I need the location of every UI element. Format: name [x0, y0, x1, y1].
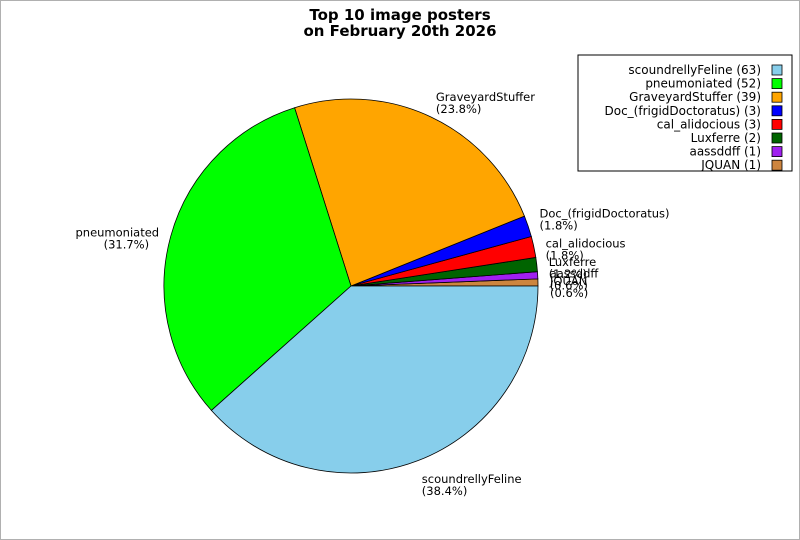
slice-label-graveyardstuffer: GraveyardStuffer	[436, 90, 535, 104]
legend-swatch-aassddff	[771, 146, 783, 158]
slice-percent-scoundrellyfeline: (38.4%)	[422, 484, 468, 498]
slice-percent-jquan: (0.6%)	[550, 286, 588, 300]
slice-percent-doc-frigiddoctoratus: (1.8%)	[540, 218, 578, 232]
pie-slice-scoundrellyfeline	[210, 285, 539, 474]
slice-label-jquan: JQUAN	[549, 274, 587, 288]
legend: scoundrellyFeline (63)pneumoniated (52)G…	[577, 54, 793, 172]
slice-percent-pneumoniated: (31.7%)	[104, 237, 150, 251]
slice-label-cal-alidocious: cal_alidocious	[546, 236, 626, 250]
legend-swatch-cal-alidocious	[771, 119, 783, 130]
slice-percent-luxferre: (1.2%)	[549, 267, 587, 281]
chart-title-line-1: Top 10 image posters	[309, 6, 490, 24]
pie-slice-graveyardstuffer	[294, 98, 525, 287]
legend-swatch-luxferre	[771, 132, 783, 144]
legend-label-doc-frigiddoctoratus: Doc_(frigidDoctoratus) (3)	[605, 104, 762, 118]
slice-percent-cal-alidocious: (1.8%)	[546, 248, 584, 262]
slice-percent-aassddff: (0.6%)	[550, 279, 588, 293]
pie-labels: JQUAN(0.6%)aassddff(0.6%)Luxferre(1.2%)c…	[75, 90, 669, 498]
legend-label-aassddff: aassddff (1)	[689, 145, 761, 159]
slice-label-aassddff: aassddff	[550, 267, 600, 281]
slice-label-pneumoniated: pneumoniated	[75, 225, 159, 239]
legend-label-pneumoniated: pneumoniated (52)	[645, 77, 761, 91]
legend-swatch-doc-frigiddoctoratus	[771, 105, 783, 117]
legend-box	[577, 54, 793, 172]
pie-slices	[163, 98, 539, 474]
slice-percent-graveyardstuffer: (23.8%)	[436, 102, 482, 116]
slice-label-scoundrellyfeline: scoundrellyFeline	[422, 472, 522, 486]
legend-label-graveyardstuffer: GraveyardStuffer (39)	[629, 90, 761, 104]
legend-swatch-pneumoniated	[771, 78, 783, 89]
legend-label-cal-alidocious: cal_alidocious (3)	[657, 117, 761, 131]
slice-label-doc-frigiddoctoratus: Doc_(frigidDoctoratus)	[540, 206, 670, 220]
chart-title-line-2: on February 20th 2026	[303, 22, 496, 40]
pie-slice-pneumoniated	[163, 107, 352, 411]
legend-label-jquan: JQUAN (1)	[700, 158, 761, 172]
legend-label-luxferre: Luxferre (2)	[691, 131, 761, 145]
legend-label-scoundrellyfeline: scoundrellyFeline (63)	[628, 63, 761, 77]
legend-swatch-graveyardstuffer	[771, 91, 783, 103]
legend-swatch-scoundrellyfeline	[771, 64, 783, 76]
legend-swatch-jquan	[771, 159, 783, 171]
slice-label-luxferre: Luxferre	[549, 255, 597, 269]
